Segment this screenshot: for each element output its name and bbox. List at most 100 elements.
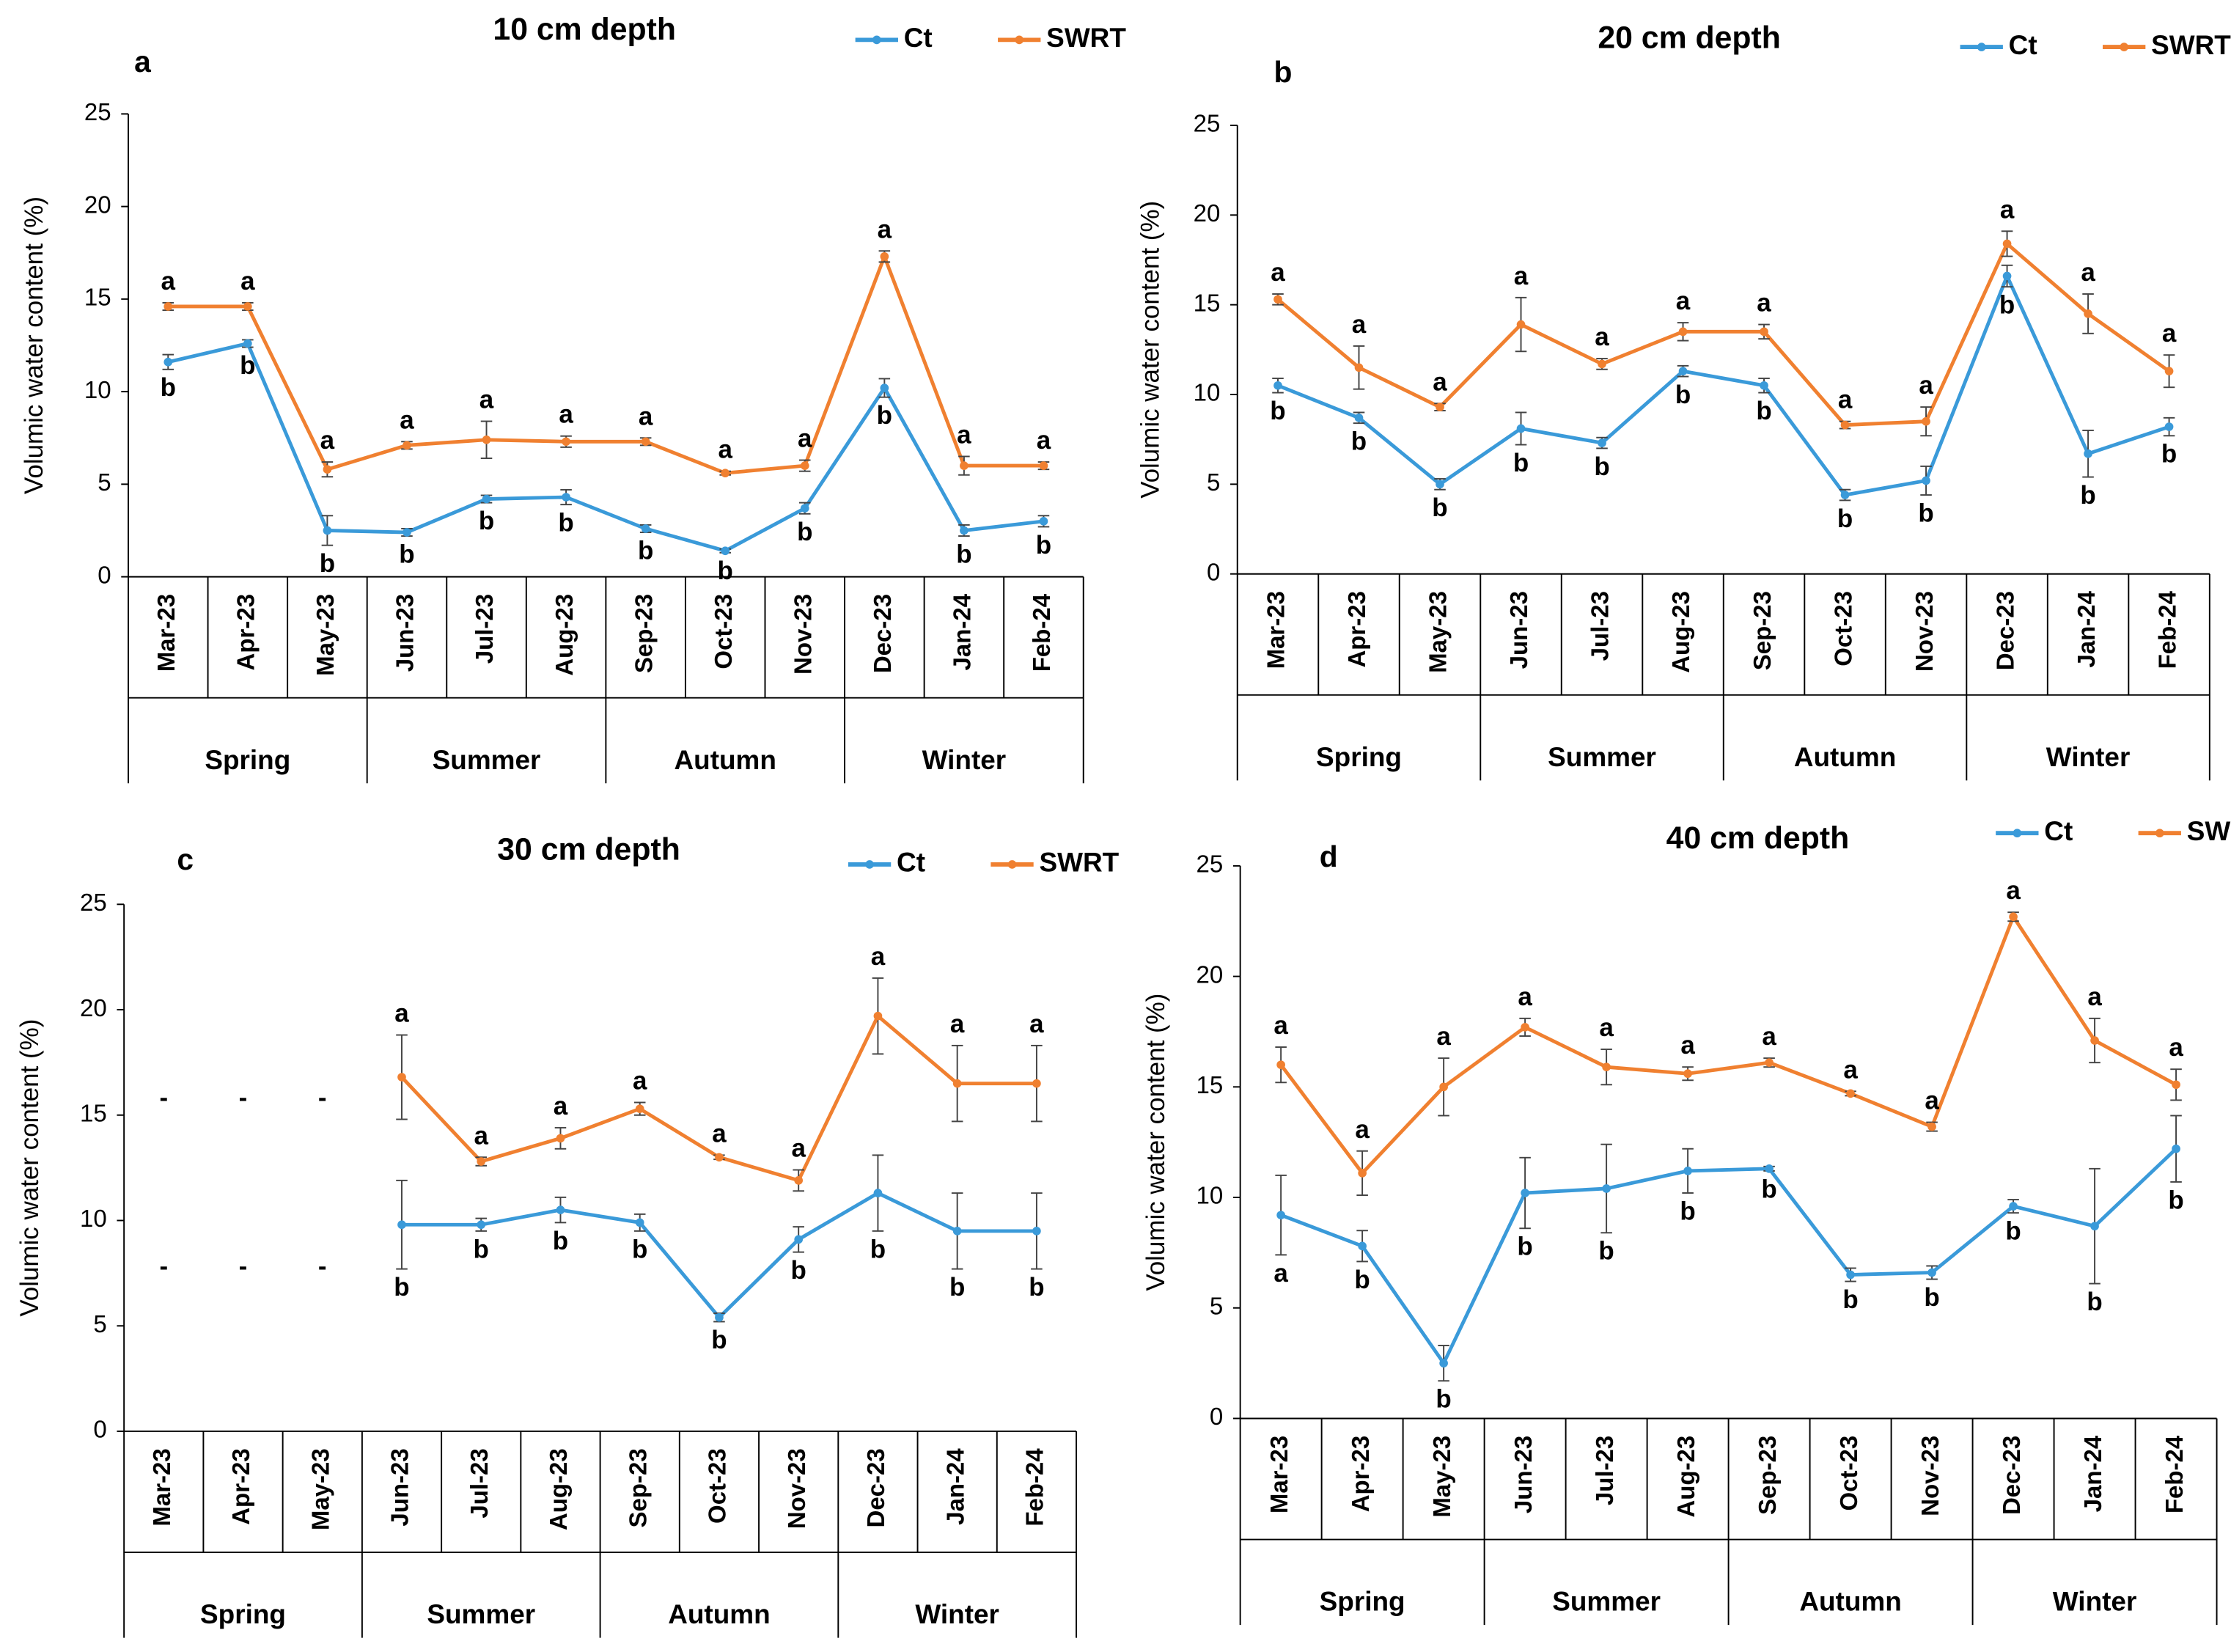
y-axis-label: Volumic water content (%) bbox=[1142, 994, 1170, 1291]
point bbox=[1516, 320, 1526, 329]
x-tick-label: Oct-23 bbox=[710, 594, 737, 669]
chart-title: 10 cm depth bbox=[493, 12, 676, 47]
point-label: b bbox=[1999, 291, 2015, 320]
point-label: a bbox=[1757, 289, 1771, 317]
legend-marker bbox=[1015, 35, 1024, 45]
point-label: b bbox=[399, 540, 414, 568]
group-label: Autumn bbox=[1799, 1587, 1901, 1617]
x-tick-label: Aug-23 bbox=[1667, 591, 1694, 673]
y-tick-label: 25 bbox=[1194, 110, 1221, 137]
legend-marker bbox=[1007, 860, 1017, 869]
point-label: a bbox=[1599, 1013, 1614, 1042]
series-line bbox=[401, 1191, 1037, 1321]
point bbox=[1273, 295, 1282, 304]
point bbox=[2009, 912, 2018, 922]
y-tick-label: 20 bbox=[80, 994, 107, 1021]
y-tick-label: 15 bbox=[1194, 289, 1221, 316]
group-label: Winter bbox=[2053, 1587, 2137, 1617]
x-tick-label: May-23 bbox=[1425, 591, 1452, 673]
point-label: b bbox=[632, 1235, 647, 1263]
point-label: b bbox=[320, 549, 335, 578]
point-label: b bbox=[479, 507, 494, 535]
legend-marker bbox=[2120, 43, 2129, 51]
point bbox=[1598, 359, 1606, 369]
point bbox=[1602, 1184, 1611, 1193]
point bbox=[1927, 1268, 1936, 1277]
x-tick-label: Nov-23 bbox=[1916, 1436, 1944, 1516]
point-label: b bbox=[1517, 1233, 1532, 1261]
x-tick-label: Jun-23 bbox=[386, 1448, 414, 1526]
point-label: a bbox=[1433, 367, 1447, 396]
point bbox=[1276, 1060, 1285, 1070]
group-label: Summer bbox=[1552, 1587, 1661, 1617]
x-tick-label: Oct-23 bbox=[1829, 591, 1856, 667]
point bbox=[800, 461, 809, 470]
point-label: - bbox=[318, 1252, 327, 1280]
point bbox=[1846, 1089, 1855, 1098]
point bbox=[800, 504, 809, 513]
series-line bbox=[167, 341, 1044, 553]
point-label: b bbox=[1594, 452, 1609, 481]
point-label: a bbox=[394, 999, 409, 1028]
x-tick-label: Oct-23 bbox=[1835, 1436, 1862, 1511]
point bbox=[1276, 1211, 1285, 1219]
point bbox=[1358, 1241, 1367, 1251]
point bbox=[715, 1153, 724, 1162]
point bbox=[952, 1227, 962, 1236]
point-label: a bbox=[1037, 426, 1051, 455]
point-label: a bbox=[474, 1121, 489, 1150]
x-tick-label: Sep-23 bbox=[630, 594, 657, 673]
x-tick-label: Apr-23 bbox=[1347, 1436, 1374, 1513]
point-label: a bbox=[1352, 310, 1367, 339]
point bbox=[1922, 416, 1930, 426]
point-label: b bbox=[956, 540, 971, 568]
point bbox=[323, 526, 332, 535]
point-label: b bbox=[1756, 397, 1771, 425]
point-label: a bbox=[240, 267, 255, 295]
point-label: b bbox=[790, 1256, 806, 1285]
point bbox=[243, 302, 252, 311]
point bbox=[2002, 239, 2012, 249]
x-tick-label: Dec-23 bbox=[869, 594, 896, 673]
x-tick-label: Jun-23 bbox=[1505, 591, 1532, 669]
y-tick-label: 15 bbox=[1197, 1071, 1224, 1098]
x-tick-label: Jan-24 bbox=[949, 593, 976, 670]
point bbox=[1683, 1069, 1692, 1079]
y-tick-label: 20 bbox=[84, 191, 111, 218]
point-label: a bbox=[718, 436, 732, 464]
x-tick-label: Sep-23 bbox=[1749, 591, 1776, 670]
x-tick-label: May-23 bbox=[306, 1448, 334, 1530]
x-tick-label: Aug-23 bbox=[551, 594, 578, 676]
legend-marker bbox=[2155, 829, 2164, 838]
point bbox=[1927, 1122, 1936, 1131]
point-label: b bbox=[394, 1273, 409, 1302]
series-line bbox=[1276, 241, 2170, 427]
legend-label: SWRT bbox=[2151, 30, 2231, 60]
point-label: a bbox=[633, 1067, 647, 1095]
x-tick-label: Jan-24 bbox=[2073, 590, 2100, 667]
point bbox=[952, 1079, 962, 1088]
point bbox=[323, 465, 332, 474]
point-label: a bbox=[1518, 983, 1532, 1011]
y-tick-label: 0 bbox=[98, 561, 111, 588]
x-tick-label: Nov-23 bbox=[1911, 591, 1938, 672]
series-line bbox=[168, 251, 1044, 475]
point-label: - bbox=[239, 1083, 248, 1112]
point-label: a bbox=[1838, 386, 1853, 414]
point-label: b bbox=[718, 557, 733, 585]
legend-marker bbox=[865, 860, 874, 869]
point bbox=[1521, 1023, 1529, 1032]
y-tick-label: 10 bbox=[1194, 379, 1221, 406]
x-tick-label: Oct-23 bbox=[704, 1448, 731, 1524]
point bbox=[2009, 1202, 2018, 1211]
point bbox=[163, 357, 173, 367]
point-label: a bbox=[161, 267, 176, 295]
point bbox=[1598, 438, 1606, 447]
point-label: b bbox=[1918, 499, 1933, 527]
series-line bbox=[1277, 271, 2170, 497]
point-label: a bbox=[798, 425, 812, 453]
point bbox=[1032, 1227, 1041, 1236]
point bbox=[477, 1220, 486, 1230]
x-tick-label: Jul-23 bbox=[1587, 591, 1614, 661]
